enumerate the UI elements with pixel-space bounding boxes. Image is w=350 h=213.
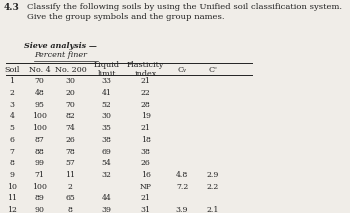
- Text: 10: 10: [7, 183, 17, 191]
- Text: 71: 71: [35, 171, 45, 179]
- Text: 38: 38: [102, 136, 112, 144]
- Text: Percent finer: Percent finer: [34, 51, 87, 59]
- Text: 57: 57: [65, 159, 75, 167]
- Text: 100: 100: [32, 112, 47, 120]
- Text: 2.2: 2.2: [206, 183, 219, 191]
- Text: 78: 78: [65, 148, 75, 155]
- Text: No. 4: No. 4: [29, 66, 51, 73]
- Text: Liquid
limit: Liquid limit: [94, 61, 120, 78]
- Text: 52: 52: [102, 101, 112, 109]
- Text: 89: 89: [35, 194, 45, 202]
- Text: 30: 30: [65, 77, 76, 85]
- Text: 87: 87: [35, 136, 44, 144]
- Text: 12: 12: [7, 206, 17, 213]
- Text: 31: 31: [141, 206, 151, 213]
- Text: Plasticity
index: Plasticity index: [127, 61, 164, 78]
- Text: 26: 26: [65, 136, 75, 144]
- Text: 69: 69: [102, 148, 112, 155]
- Text: 4.8: 4.8: [176, 171, 188, 179]
- Text: Sieve analysis —: Sieve analysis —: [24, 42, 97, 50]
- Text: 30: 30: [102, 112, 112, 120]
- Text: 4: 4: [9, 112, 14, 120]
- Text: 95: 95: [35, 101, 45, 109]
- Text: 28: 28: [141, 101, 150, 109]
- Text: 90: 90: [35, 206, 45, 213]
- Text: 26: 26: [141, 159, 150, 167]
- Text: 88: 88: [35, 148, 44, 155]
- Text: 38: 38: [141, 148, 151, 155]
- Text: 22: 22: [141, 89, 150, 97]
- Text: 4.3: 4.3: [4, 3, 20, 12]
- Text: 18: 18: [141, 136, 151, 144]
- Text: 5: 5: [9, 124, 14, 132]
- Text: 9: 9: [9, 171, 14, 179]
- Text: 65: 65: [65, 194, 75, 202]
- Text: 44: 44: [102, 194, 112, 202]
- Text: 8: 8: [68, 206, 73, 213]
- Text: 2.9: 2.9: [206, 171, 219, 179]
- Text: 21: 21: [141, 194, 151, 202]
- Text: Classify the following soils by using the Unified soil classification system.
Gi: Classify the following soils by using th…: [27, 3, 342, 21]
- Text: 99: 99: [35, 159, 45, 167]
- Text: 7: 7: [9, 148, 14, 155]
- Text: 7.2: 7.2: [176, 183, 188, 191]
- Text: 11: 11: [65, 171, 76, 179]
- Text: 33: 33: [102, 77, 112, 85]
- Text: Soil: Soil: [4, 66, 20, 73]
- Text: Cᵥ: Cᵥ: [177, 66, 187, 73]
- Text: 100: 100: [32, 183, 47, 191]
- Text: 48: 48: [35, 89, 44, 97]
- Text: 2.1: 2.1: [206, 206, 219, 213]
- Text: 21: 21: [141, 77, 151, 85]
- Text: 19: 19: [141, 112, 151, 120]
- Text: 8: 8: [9, 159, 14, 167]
- Text: 2: 2: [9, 89, 14, 97]
- Text: 70: 70: [65, 101, 75, 109]
- Text: 16: 16: [141, 171, 151, 179]
- Text: 74: 74: [65, 124, 75, 132]
- Text: 32: 32: [102, 171, 112, 179]
- Text: 100: 100: [32, 124, 47, 132]
- Text: 3.9: 3.9: [176, 206, 188, 213]
- Text: Cᶜ: Cᶜ: [208, 66, 217, 73]
- Text: 2: 2: [68, 183, 73, 191]
- Text: NP: NP: [140, 183, 152, 191]
- Text: No. 200: No. 200: [55, 66, 86, 73]
- Text: 6: 6: [9, 136, 14, 144]
- Text: 11: 11: [7, 194, 17, 202]
- Text: 70: 70: [35, 77, 45, 85]
- Text: 39: 39: [102, 206, 112, 213]
- Text: 82: 82: [65, 112, 75, 120]
- Text: 35: 35: [102, 124, 112, 132]
- Text: 21: 21: [141, 124, 151, 132]
- Text: 20: 20: [65, 89, 75, 97]
- Text: 54: 54: [102, 159, 112, 167]
- Text: 1: 1: [9, 77, 14, 85]
- Text: 3: 3: [9, 101, 14, 109]
- Text: 41: 41: [102, 89, 112, 97]
